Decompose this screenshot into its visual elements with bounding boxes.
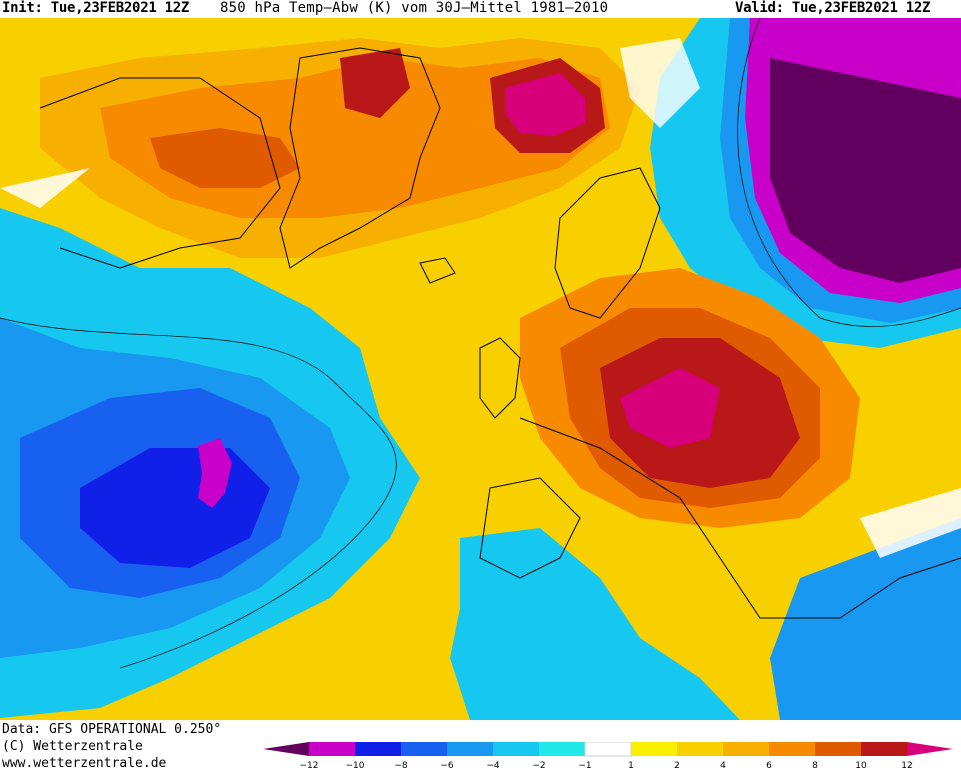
color-legend: −12 −10 −8 −6 −4 −2 −1 1 2 4 6 8 10 12 <box>263 742 953 771</box>
legend-tick-label: −1 <box>578 761 591 771</box>
legend-swatch <box>539 742 585 756</box>
mediterranean-coastline <box>519 417 961 619</box>
legend-swatch <box>677 742 723 756</box>
iberia-coastline <box>479 477 581 579</box>
warm-region-canada <box>150 128 300 188</box>
neutral-band-east <box>860 488 961 558</box>
copyright-text: (C) Wetterzentrale <box>2 739 143 754</box>
legend-arrow-right <box>907 742 953 756</box>
cold-region-middle-east <box>770 518 961 720</box>
british-isles-coastline <box>479 337 521 419</box>
legend-swatch <box>815 742 861 756</box>
legend-swatch <box>447 742 493 756</box>
legend-swatch <box>631 742 677 756</box>
legend-tick-label: 10 <box>855 761 867 771</box>
warm-region-svalbard-core <box>505 73 585 136</box>
legend-tick-label: 2 <box>674 761 680 771</box>
neutral-band-north <box>620 38 700 128</box>
legend-arrow-left <box>263 742 309 756</box>
zero-contour-russia <box>737 18 961 327</box>
legend-tick-label: 12 <box>901 761 912 771</box>
map-header: Init: Tue,23FEB2021 12Z 850 hPa Temp–Abw… <box>0 0 961 18</box>
scandinavia-coastline <box>554 167 661 319</box>
legend-tick-label: 6 <box>766 761 772 771</box>
legend-swatch <box>769 742 815 756</box>
cold-region-atlantic-min <box>198 438 232 508</box>
legend-swatch <box>493 742 539 756</box>
legend-swatch <box>309 742 355 756</box>
greenland-coastline <box>279 47 441 269</box>
temperature-anomaly-map <box>0 18 961 720</box>
legend-tick-label: −12 <box>300 761 319 771</box>
legend-tick-label: −8 <box>394 761 408 771</box>
legend-swatch <box>723 742 769 756</box>
iceland-coastline <box>419 257 456 284</box>
warm-region-europe-core <box>620 368 720 448</box>
legend-tick-label: −10 <box>346 761 365 771</box>
cold-region-iberia-africa <box>450 528 740 720</box>
data-source-text: Data: GFS OPERATIONAL 0.250° <box>2 722 222 737</box>
legend-swatch <box>861 742 907 756</box>
coastlines <box>39 47 961 619</box>
warm-region-greenland-east <box>340 48 410 118</box>
legend-tick-label: 1 <box>628 761 634 771</box>
legend-tick-label: 8 <box>812 761 818 771</box>
legend-swatch <box>401 742 447 756</box>
zero-contour-atlantic <box>0 317 397 669</box>
map-title: 850 hPa Temp–Abw (K) vom 30J–Mittel 1981… <box>220 0 609 16</box>
legend-tick-label: −6 <box>440 761 454 771</box>
zero-contours <box>0 18 961 669</box>
cold-region-russia-deep <box>770 58 961 283</box>
legend-tick-label: −4 <box>486 761 500 771</box>
map-footer: Data: GFS OPERATIONAL 0.250° (C) Wetterz… <box>0 720 961 778</box>
init-time: Init: Tue,23FEB2021 12Z <box>2 0 189 16</box>
website-text: www.wetterzentrale.de <box>2 756 167 771</box>
canada-arctic-coastline <box>39 77 281 269</box>
legend-tick-label: −2 <box>532 761 545 771</box>
legend-swatch <box>584 742 632 757</box>
legend-swatch <box>355 742 401 756</box>
anomaly-field <box>0 18 961 720</box>
legend-tick-label: 4 <box>720 761 726 771</box>
neutral-band-west <box>0 168 90 208</box>
valid-time: Valid: Tue,23FEB2021 12Z <box>735 0 931 16</box>
